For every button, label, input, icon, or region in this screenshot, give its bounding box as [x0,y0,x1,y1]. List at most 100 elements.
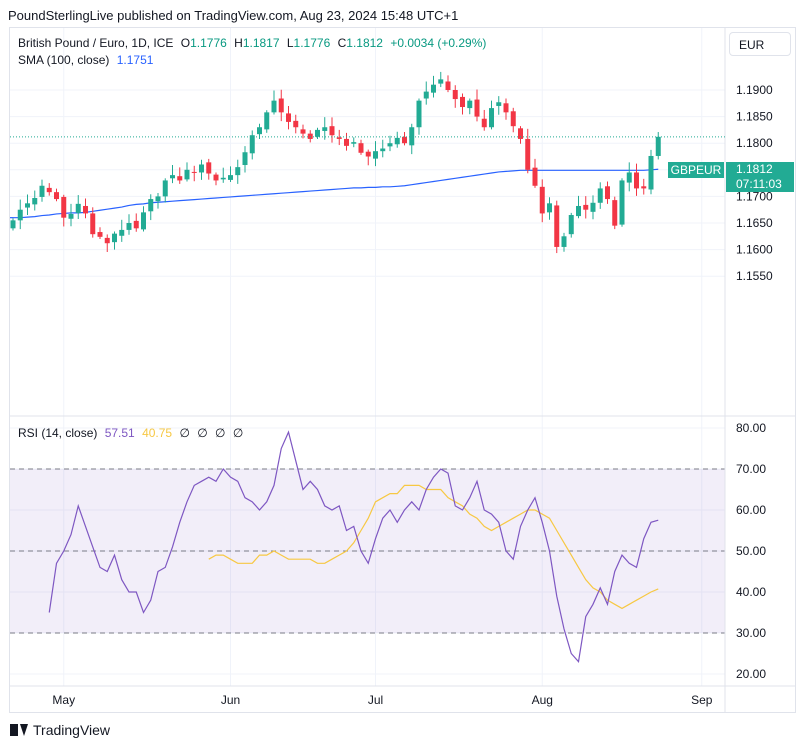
candle-body [568,215,574,235]
candle-body [481,118,487,128]
candle-body [634,172,639,189]
empty-mark-1: ∅ [179,426,190,440]
candle-body [380,148,386,152]
candle-body [293,120,299,128]
time-tick-label: Sep [691,693,713,707]
empty-mark-3: ∅ [215,426,226,440]
candle-body [170,175,175,179]
sma-label[interactable]: SMA (100, close) [18,53,110,67]
open-label: O1.1776 [180,36,227,50]
price-tick-label: 1.1650 [736,216,773,230]
time-axis-ticks: May Jun Jul Aug Sep [52,693,712,707]
candle-body [32,197,38,205]
candle-body [387,143,393,147]
candle-body [10,220,16,229]
tradingview-logo[interactable]: TradingView [10,722,110,738]
candle-body [496,102,502,106]
publisher-header: PoundSterlingLive published on TradingVi… [8,8,459,23]
candle-body [206,162,212,174]
candle-body [133,220,139,229]
rsi-label[interactable]: RSI (14, close) [18,426,98,440]
candle-body [402,136,407,144]
candle-body [525,138,531,170]
candle-body [358,143,364,153]
candle-body [90,213,96,235]
candle-body [286,113,291,122]
rsi-tick-label: 40.00 [736,585,766,599]
time-tick-label: Aug [532,693,553,707]
candle-body [605,186,610,200]
low-label: L1.1776 [286,36,331,50]
candle-body [329,126,335,136]
candle-body [307,133,313,139]
candle-body [54,192,59,200]
candle-body [597,188,603,203]
candle-body [68,213,74,219]
candle-body [373,151,378,159]
candle-body [474,99,480,117]
candle-body [75,203,81,213]
currency-button[interactable]: EUR [729,32,791,56]
candle-body [220,177,226,180]
candle-body [112,233,117,243]
candle-body [278,98,284,113]
candle-body [344,138,349,146]
candle-body [503,103,509,113]
symbol-label[interactable]: British Pound / Euro, 1D, ICE [18,36,174,50]
sma-value: 1.1751 [116,53,154,67]
symbol-price-tag: GBPEUR [668,162,724,178]
rsi-tick-label: 20.00 [736,667,766,681]
candle-body [191,171,197,173]
change-label: +0.0034 (+0.29%) [390,36,487,50]
candle-body [46,187,52,193]
candle-body [539,186,545,214]
candle-body [394,137,400,145]
candle-body [626,172,632,183]
candle-body [249,135,255,154]
brand-name: TradingView [33,722,111,738]
rsi-axis-ticks: 20.00 30.00 40.00 50.00 60.00 70.00 80.00 [736,421,766,681]
candle-body [61,196,67,218]
rsi-ma-line [208,484,659,610]
candle-body [489,108,494,128]
close-label: C1.1812 [337,36,383,50]
candle-body [228,175,233,180]
candle-body [25,203,30,208]
candle-body [141,212,146,230]
candle-body [351,142,357,144]
candle-body [547,203,552,213]
candle-body [300,129,306,134]
candle-body [97,232,103,237]
rsi-tick-label: 70.00 [736,462,766,476]
rsi-levels [10,468,725,634]
sma-legend: SMA (100, close) 1.1751 [18,53,157,67]
candle-body [155,196,161,202]
candle-body [561,236,567,247]
price-tick-label: 1.1900 [736,83,773,97]
candle-body [257,127,262,135]
candle-body [554,205,560,247]
candle-body [264,112,270,130]
candle-body [431,84,436,93]
candle-body [641,186,647,189]
rsi-ma-value: 40.75 [142,426,173,440]
price-tick-label: 1.1600 [736,243,773,257]
last-price-tag: 1.1812 07:11:03 [726,162,794,192]
candle-body [445,81,451,90]
price-tick-label: 1.1550 [736,269,773,283]
candle-body [148,199,154,212]
candle-body [336,137,342,139]
candle-body [416,100,422,128]
candle-body [423,91,429,99]
candle-body [177,176,183,181]
bar-countdown: 07:11:03 [736,177,782,191]
time-tick-label: May [52,693,75,707]
candle-body [590,202,596,212]
candle-body [83,205,88,214]
candle-body [532,167,538,186]
candle-body [518,128,523,139]
rsi-value: 57.51 [104,426,135,440]
time-tick-label: Jun [221,693,240,707]
rsi-line [48,430,659,664]
